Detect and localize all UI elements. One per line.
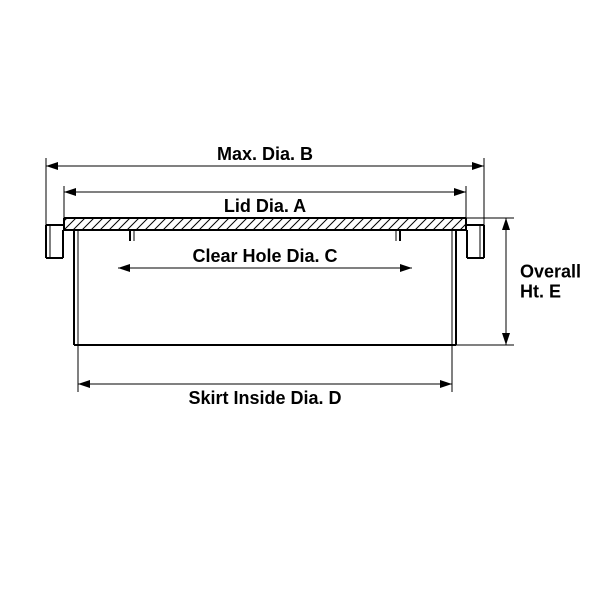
label-overall-ht-e-line2: Ht. E (520, 282, 561, 302)
label-skirt-inside-dia-d: Skirt Inside Dia. D (188, 388, 341, 408)
label-clear-hole-dia-c: Clear Hole Dia. C (192, 246, 337, 266)
label-max-dia-b: Max. Dia. B (217, 144, 313, 164)
label-overall-ht-e-line1: Overall (520, 262, 581, 282)
label-lid-dia-a: Lid Dia. A (224, 196, 306, 216)
